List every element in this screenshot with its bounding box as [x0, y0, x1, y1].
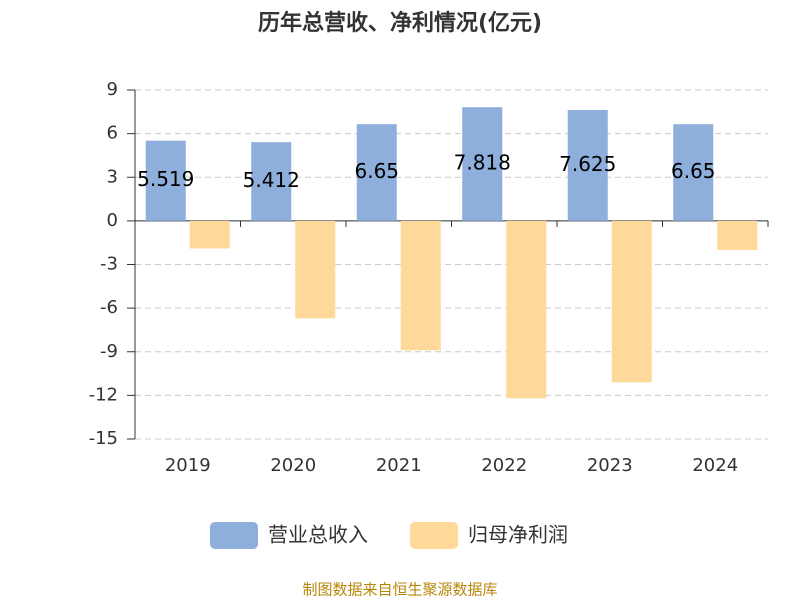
- legend-swatch[interactable]: [210, 522, 258, 549]
- bar: [400, 220, 441, 351]
- y-tick-label: 3: [107, 166, 118, 187]
- y-tick-label: -6: [100, 297, 118, 318]
- bar: [251, 142, 292, 221]
- value-label: 7.818: [454, 151, 511, 175]
- x-tick-label: 2022: [481, 455, 527, 476]
- x-tick-label: 2020: [270, 455, 316, 476]
- bar: [506, 220, 547, 399]
- y-tick-label: 6: [107, 123, 118, 144]
- value-label: 5.412: [243, 168, 300, 192]
- chart-title: 历年总营收、净利情况(亿元): [258, 10, 542, 36]
- y-tick-label: 0: [107, 210, 118, 231]
- x-tick-label: 2023: [587, 455, 633, 476]
- bar: [673, 124, 714, 221]
- legend-label[interactable]: 归母净利润: [468, 523, 568, 547]
- x-tick-label: 2021: [376, 455, 422, 476]
- legend-swatch[interactable]: [410, 522, 458, 549]
- bar: [567, 109, 608, 221]
- bar: [356, 124, 397, 221]
- value-label: 6.65: [671, 159, 716, 183]
- bar: [145, 140, 186, 221]
- bar: [295, 220, 336, 319]
- source-note: 制图数据来自恒生聚源数据库: [302, 581, 497, 599]
- bar: [611, 220, 652, 383]
- y-tick-label: 9: [107, 79, 118, 100]
- bar: [189, 220, 230, 249]
- y-tick-label: -15: [89, 428, 118, 449]
- value-label: 7.625: [559, 152, 616, 176]
- bar: [462, 107, 503, 221]
- x-tick-label: 2024: [692, 455, 738, 476]
- value-label: 5.519: [137, 167, 194, 191]
- bar: [717, 220, 758, 250]
- x-tick-label: 2019: [165, 455, 211, 476]
- legend-label[interactable]: 营业总收入: [268, 523, 368, 547]
- value-label: 6.65: [354, 159, 399, 183]
- y-tick-label: -3: [100, 254, 118, 275]
- y-tick-label: -12: [89, 384, 118, 405]
- y-tick-label: -9: [100, 341, 118, 362]
